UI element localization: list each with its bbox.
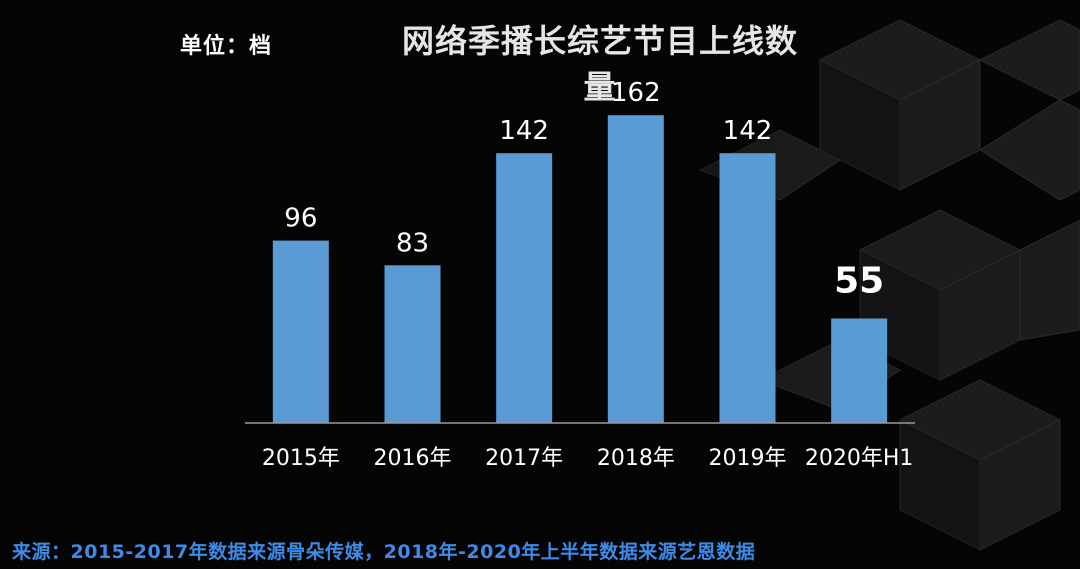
bar-0 <box>272 240 329 423</box>
x-tick-label-3: 2018年 <box>597 446 675 471</box>
x-tick-label-2: 2017年 <box>485 446 563 471</box>
x-tick-label-5: 2020年H1 <box>805 446 914 471</box>
data-label-2: 142 <box>499 116 549 146</box>
chart-title: 网络季播长综艺节目上线数量 <box>401 22 798 106</box>
data-label-1: 83 <box>396 228 429 258</box>
x-tick-label-0: 2015年 <box>262 446 340 471</box>
source-note: 来源：2015-2017年数据来源骨朵传媒，2018年-2020年上半年数据来源… <box>12 541 756 563</box>
unit-label: 单位：档 <box>180 34 273 59</box>
bar-5 <box>831 318 888 423</box>
data-label-0: 96 <box>284 204 317 234</box>
bar-3 <box>607 115 664 423</box>
bar-4 <box>719 153 776 423</box>
x-tick-label-4: 2019年 <box>709 446 787 471</box>
data-label-5: 55 <box>834 261 884 302</box>
bar-1 <box>384 265 441 423</box>
data-label-3: 162 <box>611 78 661 108</box>
x-tick-label-1: 2016年 <box>374 446 452 471</box>
bar-2 <box>496 153 553 423</box>
data-label-4: 142 <box>723 116 773 146</box>
